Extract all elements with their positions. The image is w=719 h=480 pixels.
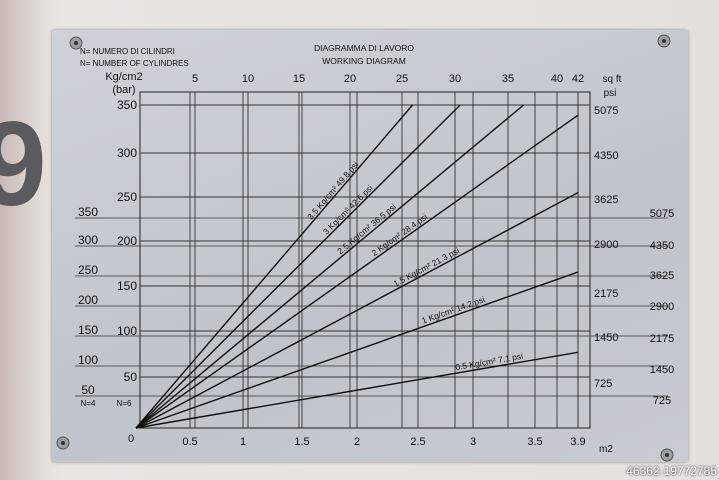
bottom-tick-label: 3	[470, 436, 476, 448]
top-tick-label: 15	[293, 73, 305, 85]
bottom-tick-label: 2.5	[410, 436, 425, 448]
bottom-tick-label: 3.9	[570, 436, 585, 448]
pressure-line	[135, 271, 579, 429]
left-tick-label-n4: 300	[78, 233, 98, 247]
n4-label: N=4	[81, 399, 96, 408]
right-tick-label-n4: 2175	[650, 333, 674, 345]
bottom-tick-label: 1.5	[294, 436, 309, 448]
right-tick-label-n4: 725	[653, 395, 671, 407]
header-cylinders-en: N= NUMBER OF CYLINDRES	[80, 59, 189, 68]
watermark: 46362-19772785	[626, 464, 717, 478]
left-tick-label-n4: 200	[78, 293, 98, 307]
pressure-line	[135, 351, 579, 429]
top-tick-label: 35	[502, 73, 514, 85]
left-tick-label-n4: 350	[78, 205, 98, 219]
pressure-line-label: 1 Kg/cm² 14.2 psi	[420, 294, 486, 325]
right-tick-label-n6: 725	[594, 378, 612, 390]
top-tick-label: 20	[344, 73, 356, 85]
right-tick-label-n4: 1450	[650, 364, 674, 376]
right-tick-label-n6: 5075	[594, 105, 618, 117]
right-tick-label-n6: 3625	[594, 194, 618, 206]
right-unit-label: psi	[604, 88, 617, 99]
n6-label: N=6	[117, 399, 132, 408]
left-tick-label-n6: 50	[124, 370, 138, 384]
diagram-subtitle: WORKING DIAGRAM	[322, 56, 406, 66]
left-tick-label-n6: 350	[117, 98, 137, 112]
top-tick-label: 40	[551, 73, 563, 85]
left-tick-label-n4: 150	[78, 323, 98, 337]
header-cylinders-it: N= NUMERO DI CILINDRI	[80, 47, 175, 56]
bottom-tick-label: 0.5	[182, 436, 197, 448]
right-tick-label-n6: 2175	[594, 288, 618, 300]
top-tick-label: 25	[396, 73, 408, 85]
top-tick-label: 30	[449, 73, 461, 85]
left-tick-label-n6: 150	[117, 279, 137, 293]
pressure-line	[135, 192, 579, 429]
top-tick-label: 10	[242, 73, 254, 85]
right-tick-label-n6: 4350	[594, 150, 618, 162]
left-tick-label-n4: 50	[81, 383, 95, 397]
bottom-tick-label: 2	[354, 436, 360, 448]
bottom-tick-label: 1	[240, 436, 246, 448]
left-tick-label-n6: 250	[117, 190, 137, 204]
top-tick-label: 42	[572, 73, 584, 85]
screw-head-icon	[665, 453, 669, 457]
bottom-unit-label: m2	[599, 444, 613, 455]
right-tick-label-n4: 3625	[650, 270, 674, 282]
right-tick-label-n4: 4350	[650, 240, 674, 252]
pressure-line	[135, 104, 461, 429]
left-tick-label-n6: 100	[117, 324, 137, 338]
left-tick-label-n4: 100	[78, 353, 98, 367]
origin-label: 0	[128, 433, 134, 445]
bottom-tick-label: 3.5	[527, 436, 542, 448]
left-unit-label-bar: (bar)	[112, 84, 135, 96]
right-tick-label-n4: 2900	[650, 301, 674, 313]
top-unit-label: sq ft	[603, 74, 622, 85]
pressure-line	[135, 104, 525, 429]
screw-head-icon	[74, 41, 78, 45]
left-tick-label-n6: 300	[117, 146, 137, 160]
top-tick-label: 5	[192, 73, 198, 85]
left-tick-label-n6: 200	[117, 234, 137, 248]
diagram-title: DIAGRAMMA DI LAVORO	[314, 43, 414, 53]
plot-frame	[139, 91, 591, 429]
pressure-line-label: 0.5 Kg/cm² 7.1 psi	[454, 351, 523, 372]
pressure-line	[135, 104, 414, 429]
right-tick-label-n6: 2900	[594, 239, 618, 251]
screw-head-icon	[61, 441, 65, 445]
left-unit-label: Kg/cm2	[105, 71, 142, 83]
screw-head-icon	[662, 39, 666, 43]
pressure-line	[135, 114, 579, 429]
right-tick-label-n6: 1450	[594, 332, 618, 344]
background-digit: 9	[0, 97, 47, 231]
right-tick-label-n4: 5075	[650, 208, 674, 220]
left-tick-label-n4: 250	[78, 263, 98, 277]
